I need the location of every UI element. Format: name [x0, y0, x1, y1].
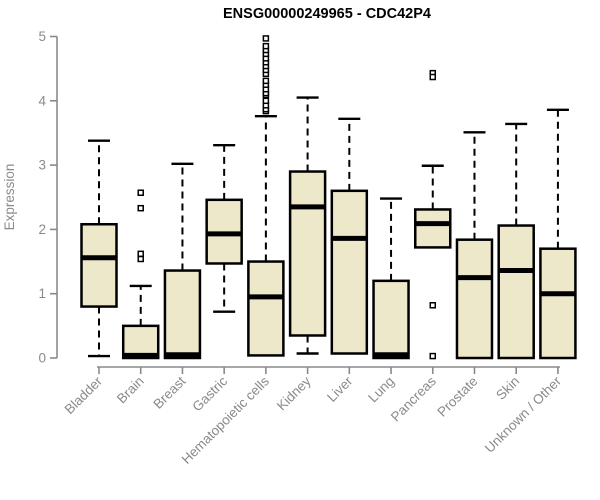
outlier-point: [429, 73, 437, 81]
x-tick-label-gastric: Gastric: [189, 373, 230, 414]
boxplot-liver: [330, 117, 369, 355]
outlier-point: [137, 255, 144, 263]
outlier-point: [262, 77, 270, 85]
y-tick-label: 3: [38, 158, 46, 173]
x-tick-label-kidney: Kidney: [274, 373, 314, 413]
y-tick-label: 2: [38, 222, 46, 237]
outlier-point: [137, 189, 144, 196]
boxplot-unknown-other: [539, 108, 577, 360]
iqr-box: [455, 238, 494, 360]
y-tick-label: 1: [38, 286, 46, 301]
x-tick-label-unknown-other: Unknown / Other: [482, 373, 565, 456]
y-tick-label: 0: [38, 351, 46, 366]
y-tick-label: 5: [38, 29, 46, 44]
x-tick-label-bladder: Bladder: [62, 373, 106, 417]
iqr-box: [372, 279, 410, 360]
boxplot-kidney: [288, 96, 327, 355]
x-tick-label-breast: Breast: [150, 373, 188, 411]
boxplot-gastric: [205, 143, 243, 313]
outlier-point: [262, 97, 270, 105]
iqr-box: [247, 260, 285, 357]
boxplot-lung: [372, 197, 410, 360]
outlier-point: [429, 352, 437, 360]
x-tick-label-pancreas: Pancreas: [388, 373, 439, 424]
iqr-box: [80, 223, 118, 308]
boxplot-bladder: [80, 139, 118, 358]
boxplot-breast: [163, 162, 202, 360]
outlier-point: [137, 250, 144, 258]
iqr-box: [288, 170, 327, 337]
x-tick-label-prostate: Prostate: [434, 374, 480, 420]
x-tick-label-skin: Skin: [493, 374, 522, 403]
y-axis-title: Expression: [2, 164, 17, 231]
boxplot-brain: [121, 189, 160, 360]
boxplot-pancreas: [414, 69, 452, 360]
boxplot-prostate: [455, 131, 494, 360]
iqr-box: [414, 208, 452, 249]
boxplot-hematopoietic-cells: [247, 35, 285, 357]
boxes-layer: [80, 35, 577, 360]
iqr-box: [163, 269, 202, 360]
iqr-box: [497, 224, 535, 360]
iqr-box: [539, 247, 577, 360]
outlier-point: [137, 204, 144, 212]
iqr-box: [330, 189, 369, 355]
x-tick-label-liver: Liver: [324, 373, 356, 405]
x-tick-label-brain: Brain: [114, 374, 147, 407]
outlier-point: [429, 302, 437, 309]
iqr-box: [121, 324, 160, 360]
chart-title: ENSG00000249965 - CDC42P4: [223, 6, 431, 22]
outlier-point: [262, 42, 270, 50]
x-tick-label-lung: Lung: [365, 374, 397, 406]
outlier-point: [262, 35, 270, 42]
y-tick-label: 4: [38, 93, 46, 108]
boxplot-skin: [497, 122, 535, 360]
